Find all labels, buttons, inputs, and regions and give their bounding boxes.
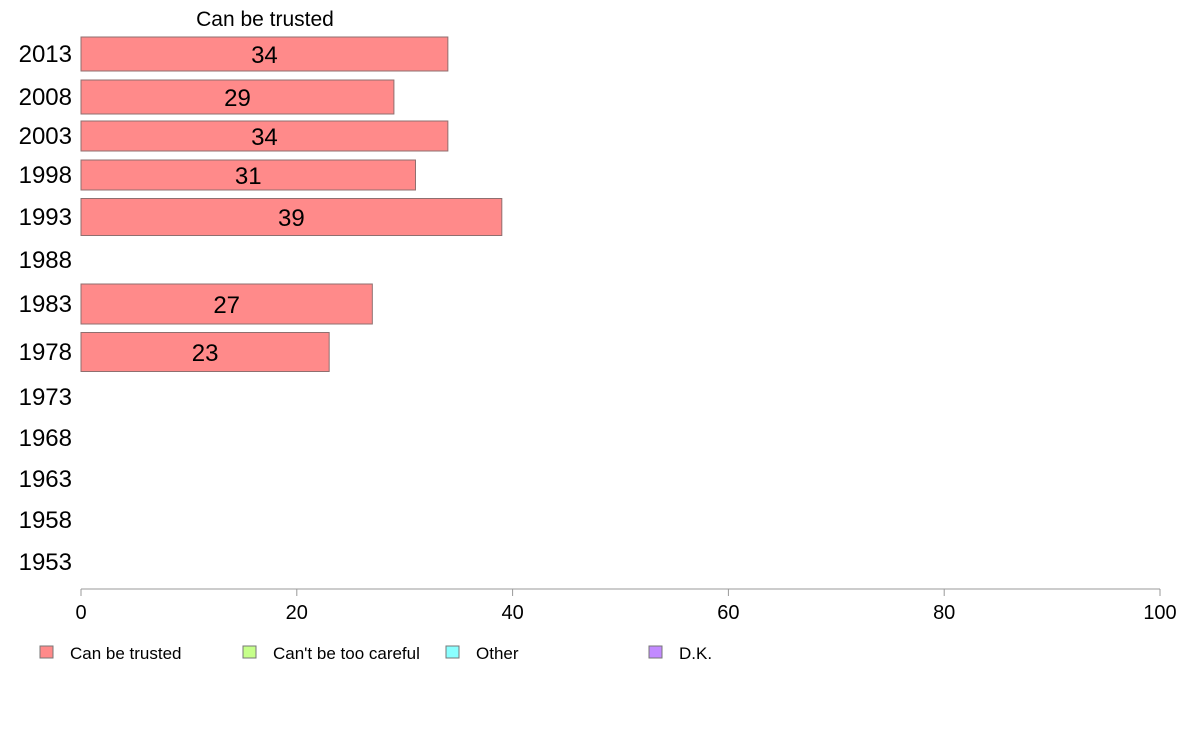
x-axis: 0 20 40 60 80 100 bbox=[75, 588, 1177, 624]
y-label-1978: 1978 bbox=[19, 339, 72, 366]
x-tick-label-40: 40 bbox=[501, 602, 523, 624]
y-label-1973: 1973 bbox=[19, 384, 72, 411]
data-label-2008: 29 bbox=[224, 85, 251, 112]
data-label-1978: 23 bbox=[192, 340, 219, 367]
x-tick-label-100: 100 bbox=[1143, 602, 1176, 624]
legend-label-can-be-trusted: Can be trusted bbox=[70, 644, 182, 663]
data-label-2013: 34 bbox=[251, 42, 278, 69]
bar-1978 bbox=[80, 332, 330, 372]
legend-swatch-can-be-trusted bbox=[39, 645, 54, 659]
bar-1998 bbox=[80, 159, 416, 191]
legend-swatch-other bbox=[445, 645, 460, 659]
legend-label-can-t-be-too-careful: Can't be too careful bbox=[273, 644, 420, 663]
y-label-2008: 2008 bbox=[19, 84, 72, 111]
y-label-1993: 1993 bbox=[19, 204, 72, 231]
bar-1993 bbox=[80, 198, 503, 236]
chart-title: Can be trusted bbox=[196, 8, 334, 31]
y-label-1998: 1998 bbox=[19, 162, 72, 189]
bar-2008 bbox=[80, 79, 395, 115]
y-axis-labels: 2013 2008 2003 1998 1993 1988 1983 1978 1973 1968… bbox=[19, 41, 72, 576]
legend-swatch-can-t-be-too-careful bbox=[242, 645, 257, 659]
bars bbox=[80, 36, 503, 372]
y-label-1968: 1968 bbox=[19, 425, 72, 452]
y-label-1983: 1983 bbox=[19, 291, 72, 318]
y-label-2013: 2013 bbox=[19, 41, 72, 68]
data-label-1998: 31 bbox=[235, 163, 262, 190]
bar-2003 bbox=[80, 120, 449, 152]
data-label-1993: 39 bbox=[278, 205, 305, 232]
data-label-2003: 34 bbox=[251, 124, 278, 151]
y-label-2003: 2003 bbox=[19, 123, 72, 150]
x-tick-label-20: 20 bbox=[286, 602, 308, 624]
legend-swatch-d-k bbox=[648, 645, 663, 659]
y-label-1988: 1988 bbox=[19, 247, 72, 274]
y-label-1963: 1963 bbox=[19, 466, 72, 493]
y-label-1958: 1958 bbox=[19, 507, 72, 534]
x-tick-label-80: 80 bbox=[933, 602, 955, 624]
data-label-1983: 27 bbox=[213, 292, 240, 319]
legend-label-other: Other bbox=[476, 644, 519, 663]
bar-1983 bbox=[80, 283, 373, 325]
legend-label-d-k: D.K. bbox=[679, 644, 712, 663]
y-label-1953: 1953 bbox=[19, 549, 72, 576]
legend: Can be trusted Can't be too careful Other D… bbox=[39, 644, 712, 663]
bar-2013 bbox=[80, 36, 449, 72]
x-tick-label-0: 0 bbox=[75, 602, 86, 624]
x-tick-label-60: 60 bbox=[717, 602, 739, 624]
